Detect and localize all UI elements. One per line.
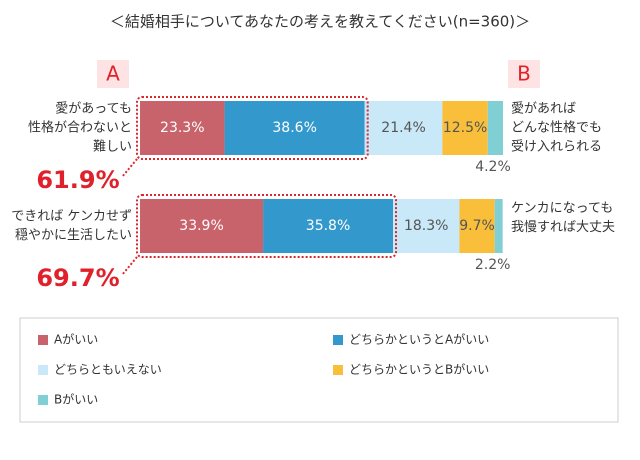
left-label: 難しい [93, 140, 132, 155]
a-label: A [106, 62, 120, 86]
right-label: 受け入れられる [511, 140, 602, 155]
legend-label: どちらかというとBがいい [349, 362, 489, 377]
legend-box [19, 317, 619, 423]
value-label: 2.2% [475, 257, 511, 273]
legend-swatch [38, 335, 48, 345]
bar-segment [140, 199, 264, 253]
value-label: 4.2% [475, 159, 511, 175]
b-badge [508, 60, 540, 88]
value-label: 33.9% [179, 218, 223, 234]
right-label: どんな性格でも [511, 120, 602, 136]
total-label: 69.7% [36, 264, 119, 292]
right-label: 愛があれば [511, 102, 576, 117]
legend-swatch [333, 335, 343, 345]
value-label: 9.7% [459, 218, 495, 234]
total-pointer [121, 158, 138, 178]
value-label: 35.8% [306, 218, 350, 234]
bar-segment [487, 101, 503, 155]
bar-segment [140, 101, 225, 155]
value-label: 21.4% [381, 120, 425, 136]
legend-label: Aがいい [54, 332, 98, 347]
chart-title: ＜結婚相手についてあなたの考えを教えてください(n=360)＞ [110, 13, 530, 31]
legend-swatch [38, 395, 48, 405]
right-label: 我慢すれば大丈夫 [511, 219, 615, 235]
value-label: 23.3% [160, 120, 204, 136]
legend-label: どちらかというとAがいい [349, 332, 489, 347]
bar-segment [263, 199, 394, 253]
value-label: 12.5% [443, 120, 487, 136]
total-outline [136, 194, 398, 258]
bar-segment [494, 199, 503, 253]
left-label: 性格が合わないと [28, 120, 132, 136]
legend-label: Bがいい [54, 392, 98, 407]
legend-label: どちらともいえない [54, 363, 162, 377]
left-label: 穏やかに生活したい [15, 228, 132, 243]
bar-segment [393, 199, 460, 253]
bar-segment [364, 101, 443, 155]
total-label: 61.9% [36, 166, 119, 194]
value-label: 18.3% [404, 218, 448, 234]
total-pointer [121, 256, 138, 276]
a-badge [97, 60, 129, 88]
left-label: 愛があっても [55, 102, 132, 117]
right-label: ケンカになっても [511, 201, 613, 216]
legend-swatch [38, 365, 48, 375]
b-label: B [517, 62, 531, 86]
legend-swatch [333, 365, 343, 375]
bar-segment [224, 101, 365, 155]
value-label: 38.6% [272, 120, 316, 136]
bar-segment [442, 101, 488, 155]
bar-segment [459, 199, 495, 253]
left-label: できれば ケンカせず [11, 209, 132, 224]
